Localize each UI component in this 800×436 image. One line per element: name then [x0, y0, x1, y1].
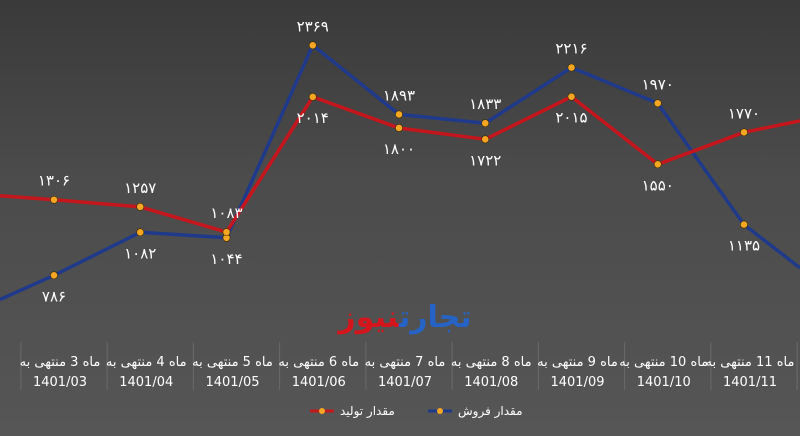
data-point [308, 92, 317, 101]
data-point [740, 128, 748, 137]
x-tick-date: 1401/11 [723, 375, 777, 390]
data-point [136, 202, 145, 211]
x-tick-date: 1401/06 [292, 375, 346, 390]
data-point [740, 220, 748, 229]
data-point [50, 271, 58, 280]
legend-item: مقدار فروش [428, 404, 523, 419]
data-label: ۱۰۸۲ [124, 244, 156, 262]
data-point [481, 119, 490, 128]
svg-text:تجارتنیوز: تجارتنیوز [336, 300, 471, 335]
data-label: ۲۰۱۵ [555, 109, 587, 127]
watermark: تجارتنیوز [336, 300, 471, 335]
data-label: ۷۸۶ [42, 287, 66, 305]
data-point [653, 160, 662, 169]
data-point [222, 228, 231, 237]
data-label: ۱۰۸۳ [210, 204, 242, 222]
data-label: ۲۰۱۴ [297, 109, 329, 127]
data-label: ۱۳۰۶ [38, 172, 70, 190]
data-point [136, 228, 145, 237]
x-tick-label: ماه 6 منتهی به [278, 355, 359, 370]
x-tick-date: 1401/03 [33, 375, 87, 390]
x-tick-label: ماه 10 منتهی به [619, 355, 708, 370]
x-tick-date: 1401/08 [464, 375, 518, 390]
gridlines [20, 342, 798, 390]
x-tick-label: ماه 5 منتهی به [192, 355, 273, 370]
x-tick-date: 1401/09 [550, 375, 604, 390]
x-tick-date: 1401/05 [205, 375, 259, 390]
legend-label: مقدار فروش [458, 404, 523, 419]
data-point [308, 41, 317, 50]
data-label: ۱۹۷۰ [642, 75, 674, 93]
x-tick-label: ماه 7 منتهی به [365, 355, 446, 370]
data-point [395, 124, 403, 132]
legend: مقدار فروش مقدار تولید [310, 404, 523, 419]
watermark-brand-part2: نیوز [336, 300, 399, 335]
data-point [653, 99, 662, 108]
data-point [481, 135, 490, 144]
data-point [395, 110, 403, 119]
legend-item: مقدار تولید [310, 404, 395, 419]
x-tick-label: ماه 4 منتهی به [106, 355, 187, 370]
x-tick-label: ماه 3 منتهی به [20, 355, 101, 370]
data-labels: ۷۸۶ ۱۰۸۲ ۱۰۴۴ ۲۳۶۹ ۱۸۹۳ ۱۸۳۳ ۲۲۱۶ ۱۹۷۰ ۱۱۳۵ ۱۳۰۶ ۱… [38, 17, 760, 305]
data-label: ۱۷۲۲ [469, 151, 501, 169]
x-tick-label: ماه 11 منتهی به [706, 355, 795, 370]
legend-label: مقدار تولید [340, 404, 395, 419]
data-label: ۱۸۳۳ [469, 95, 501, 113]
x-tick-label: ماه 8 منتهی به [451, 355, 532, 370]
data-label: ۱۷۷۰ [728, 104, 760, 122]
data-label: ۱۱۳۵ [728, 237, 760, 255]
data-label: ۱۸۹۳ [383, 86, 415, 104]
data-point [50, 195, 58, 204]
x-tick-date: 1401/07 [378, 375, 432, 390]
data-label: ۱۸۰۰ [383, 140, 415, 158]
legend-swatch-marker [437, 408, 443, 414]
data-label: ۱۰۴۴ [210, 250, 242, 268]
data-label: ۲۲۱۶ [555, 40, 587, 58]
series-line-sales [0, 43, 800, 302]
x-tick-date: 1401/10 [637, 375, 691, 390]
series-lines [0, 43, 800, 302]
x-tick-label: ماه 9 منتهی به [537, 355, 618, 370]
data-markers [50, 41, 748, 280]
data-point [567, 63, 576, 72]
x-tick-date: 1401/04 [119, 375, 173, 390]
data-label: ۱۲۵۷ [124, 179, 156, 197]
legend-swatch-marker [319, 408, 325, 414]
data-label: ۱۵۵۰ [642, 176, 674, 194]
data-point [567, 92, 576, 101]
watermark-brand-part1: تجارت [398, 300, 472, 335]
data-label: ۲۳۶۹ [297, 17, 329, 35]
x-axis-tick-labels: ماه 3 منتهی به 1401/03 ماه 4 منتهی به 1401/… [20, 355, 795, 390]
